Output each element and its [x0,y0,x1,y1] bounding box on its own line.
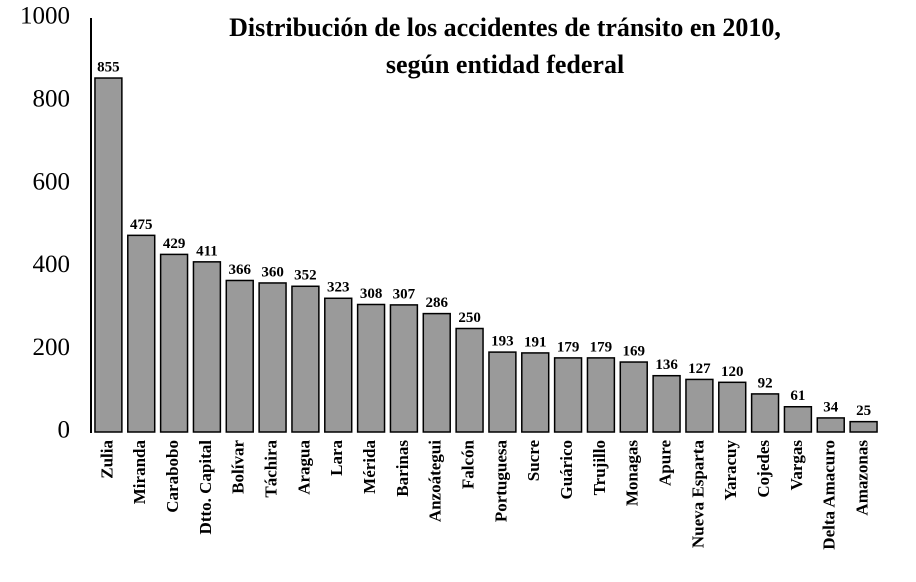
bar [652,374,681,433]
x-tick-label: Sucre [524,440,543,482]
bar [258,282,287,433]
value-label: 429 [163,236,186,252]
x-tick-label: Vargas [787,440,806,491]
value-label: 366 [229,262,252,278]
bar [159,253,189,433]
x-tick-label: Aragua [294,440,313,495]
chart-title: Distribución de los accidentes de tránsi… [229,13,781,42]
bar [127,234,156,433]
value-label: 308 [360,286,383,302]
bar [553,357,583,433]
y-tick-label: 400 [33,251,71,278]
value-label: 323 [327,280,350,296]
value-label: 855 [97,59,120,75]
bar [750,393,780,433]
bar [94,77,123,433]
value-label: 25 [856,403,871,419]
bar [225,279,254,433]
x-tick-label: Zulia [97,440,116,479]
bar [718,381,747,433]
bar [685,378,714,433]
x-tick-label: Yaracuy [721,440,740,501]
x-tick-label: Monagas [623,440,642,507]
y-tick-label: 200 [33,334,71,361]
value-label: 127 [688,361,711,377]
value-label: 475 [130,217,153,233]
value-label: 191 [524,334,547,350]
bar [783,405,813,433]
bar [291,285,320,433]
y-tick-label: 600 [33,168,71,195]
bar [488,351,517,433]
value-label: 120 [721,364,744,380]
bar [192,261,222,433]
value-label: 92 [758,375,773,391]
value-label: 286 [426,295,449,311]
y-tick-label: 800 [33,86,71,113]
bar [324,297,353,433]
value-label: 411 [196,243,218,259]
bar [455,327,484,433]
x-tick-label: Falcón [458,439,477,489]
y-tick-label: 1000 [20,3,70,30]
bar [389,304,419,433]
y-tick-label: 0 [58,417,71,444]
value-label: 193 [491,334,514,350]
x-tick-label: Táchira [261,440,280,498]
x-tick-label: Lara [327,440,346,476]
bar [422,312,451,433]
value-label: 179 [590,339,613,355]
value-label: 360 [261,264,284,280]
value-label: 250 [458,310,481,326]
x-tick-label: Dtto. Capital [196,440,215,535]
x-tick-label: Trujillo [590,440,609,495]
x-tick-label: Nueva Esparta [688,440,707,549]
x-tick-label: Barinas [393,440,412,497]
bar [586,357,616,433]
chart-title: según entidad federal [386,50,624,79]
bar [849,420,878,433]
x-tick-label: Bolívar [229,440,248,494]
value-label: 307 [393,286,416,302]
x-tick-label: Cojedes [754,440,773,498]
value-label: 34 [823,399,839,415]
x-tick-label: Carabobo [163,440,182,513]
bar [816,417,845,433]
x-tick-label: Guárico [557,440,576,500]
value-label: 136 [655,357,678,373]
x-tick-label: Miranda [130,440,149,505]
x-tick-label: Mérida [360,440,379,494]
bar [619,361,648,433]
x-tick-label: Apure [655,440,674,486]
value-label: 169 [623,343,646,359]
bar [356,303,386,433]
x-tick-label: Portuguesa [491,440,510,523]
bar [521,352,550,433]
value-label: 352 [294,268,317,284]
value-label: 61 [790,388,805,404]
value-label: 179 [557,339,580,355]
x-tick-label: Delta Amacuro [820,440,839,550]
x-tick-label: Anzoátegui [426,440,445,522]
x-tick-label: Amazonas [852,440,871,516]
